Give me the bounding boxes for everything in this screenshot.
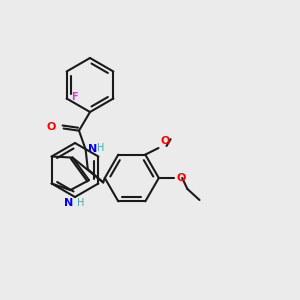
Text: H: H (97, 143, 104, 153)
Text: H: H (77, 198, 85, 208)
Text: N: N (64, 198, 73, 208)
Text: O: O (46, 122, 56, 131)
Text: O: O (176, 173, 186, 183)
Text: F: F (72, 92, 78, 101)
Text: O: O (160, 136, 170, 146)
Text: N: N (88, 144, 97, 154)
